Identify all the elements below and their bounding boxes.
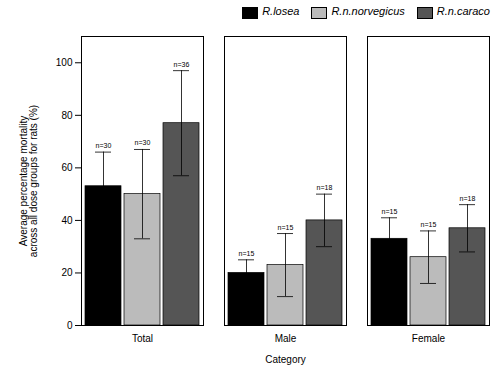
svg-text:Average percentage mortalityac: Average percentage mortalityacross all d…: [18, 105, 39, 257]
html-text:R.n.norvegicus: R.n.norvegicus: [331, 5, 405, 18]
svg-text:Total: Total: [132, 333, 153, 344]
svg-text:n=18: n=18: [460, 195, 476, 202]
svg-text:Category: Category: [265, 354, 306, 365]
svg-text:n=30: n=30: [135, 139, 151, 146]
svg-text:40: 40: [61, 215, 73, 226]
svg-text:n=30: n=30: [96, 142, 112, 149]
svg-text:n=15: n=15: [421, 221, 437, 228]
svg-text:100: 100: [56, 57, 73, 68]
svg-text:Female: Female: [412, 333, 446, 344]
svg-text:n=15: n=15: [382, 208, 398, 215]
svg-text:80: 80: [61, 110, 73, 121]
html-text:R.n.caraco: R.n.caraco: [436, 5, 490, 18]
svg-text:n=36: n=36: [174, 61, 190, 68]
svg-text:0: 0: [67, 320, 73, 331]
html-text:R.losea: R.losea: [262, 5, 300, 18]
svg-text:20: 20: [61, 267, 73, 278]
svg-text:60: 60: [61, 162, 73, 173]
svg-text:n=18: n=18: [317, 184, 333, 191]
svg-text:n=15: n=15: [239, 250, 255, 257]
svg-text:n=15: n=15: [278, 224, 294, 231]
svg-text:Male: Male: [275, 333, 297, 344]
